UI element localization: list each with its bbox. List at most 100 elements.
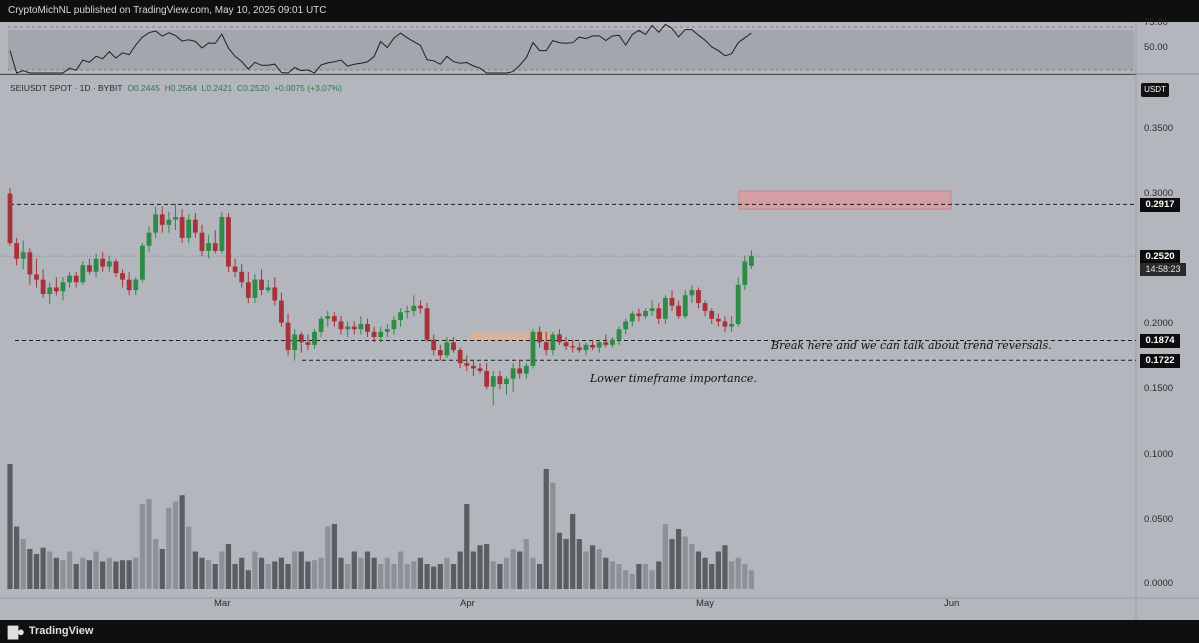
candle-body [219, 216, 225, 251]
candle-body [272, 287, 278, 301]
candle-body [73, 275, 79, 283]
candle-body [729, 324, 734, 327]
x-tick-may: May [696, 598, 714, 609]
candle-body [212, 243, 218, 251]
volume-bar [126, 560, 132, 589]
volume-bar [232, 564, 238, 589]
volume-bar [239, 557, 245, 589]
candle-body [457, 350, 463, 364]
candle-body [358, 324, 364, 330]
candle-body [34, 274, 39, 280]
volume-bar [662, 524, 668, 589]
candle-body [484, 370, 490, 387]
candle-body [477, 368, 483, 371]
volume-bar [146, 499, 152, 589]
break-annotation: Break here and we can talk about trend r… [771, 339, 1052, 352]
candle-body [722, 321, 728, 327]
volume-bar [113, 561, 119, 589]
lower-timeframe-annotation: Lower timeframe importance. [590, 372, 757, 385]
resistance-price-label: 0.2917 [1140, 198, 1180, 212]
lower-timeframe-zone [470, 332, 555, 341]
legend-close: C0.2520 [237, 83, 270, 93]
candle-body [616, 329, 622, 340]
price-chart[interactable] [0, 22, 1199, 620]
volume-bar [669, 539, 675, 589]
volume-bar [278, 557, 285, 589]
volume-bar [444, 557, 450, 589]
candle-body [371, 331, 377, 338]
volume-bar [331, 524, 337, 589]
candle-body [576, 347, 582, 351]
candle-body [199, 232, 205, 251]
volume-bar [199, 557, 205, 589]
volume-bar [351, 551, 357, 589]
legend-low: L0.2421 [201, 83, 233, 93]
tradingview-logo[interactable]: ▇● TradingView [8, 620, 93, 643]
candle-body [93, 258, 99, 272]
volume-bar [477, 545, 483, 589]
candle-body [146, 232, 152, 246]
candle-body [140, 245, 145, 280]
candle-body [437, 350, 443, 356]
y-tick-0300: 0.3000 [1144, 188, 1174, 199]
volume-bar [603, 557, 609, 589]
volume-bar [40, 547, 46, 589]
candle-body [153, 214, 159, 233]
rsi-line [9, 23, 752, 74]
volume-bar [510, 549, 516, 589]
volume-bar [378, 564, 384, 589]
candle-body [517, 368, 523, 374]
volume-bar [272, 561, 278, 589]
candle-body [312, 331, 317, 345]
volume-bar [7, 464, 13, 589]
volume-bar [14, 526, 20, 589]
volume-bar [133, 557, 139, 589]
candle-body [7, 193, 13, 244]
candle-body [497, 376, 503, 385]
volume-bar [338, 557, 344, 589]
candle-body [120, 273, 125, 280]
candle-body [537, 331, 542, 343]
y-tick-0200: 0.2000 [1144, 318, 1174, 329]
candle-body [60, 282, 66, 292]
volume-bar [523, 539, 529, 589]
candle-body [265, 287, 271, 291]
volume-bar [404, 564, 410, 589]
candle-body [431, 339, 437, 351]
candle-body [629, 313, 635, 322]
volume-bar [186, 526, 192, 589]
candle-body [570, 346, 576, 348]
volume-bar [397, 551, 404, 589]
volume-bar [735, 557, 741, 589]
candle-body [318, 318, 324, 332]
candle-body [173, 216, 178, 220]
volume-bar [80, 557, 86, 589]
candle-body [232, 266, 238, 272]
volume-bar [139, 504, 145, 589]
candle-body [126, 279, 132, 291]
candle-body [391, 320, 397, 330]
volume-bar [298, 551, 304, 589]
y-tick-0050: 0.0500 [1144, 514, 1174, 525]
volume-bar [106, 557, 112, 589]
volume-bar [570, 514, 576, 589]
candle-body [186, 219, 192, 238]
support2-price-label: 0.1722 [1140, 354, 1180, 368]
volume-bar [206, 560, 212, 589]
volume-bar [325, 526, 331, 589]
volume-bar [179, 495, 185, 589]
candle-body [345, 326, 351, 330]
support1-price-label: 0.1874 [1140, 334, 1180, 348]
candle-body [471, 365, 476, 369]
candle-body [192, 219, 198, 233]
candle-body [669, 297, 675, 306]
candle-body [100, 258, 106, 267]
volume-bar [649, 570, 655, 589]
publish-header: CryptoMichNL published on TradingView.co… [0, 0, 1199, 22]
x-tick-mar: Mar [214, 598, 231, 609]
volume-bar [537, 564, 543, 589]
candle-body [133, 279, 139, 291]
volume-bar [722, 545, 728, 589]
currency-badge[interactable]: USDT [1141, 83, 1169, 97]
volume-bar [245, 570, 251, 589]
